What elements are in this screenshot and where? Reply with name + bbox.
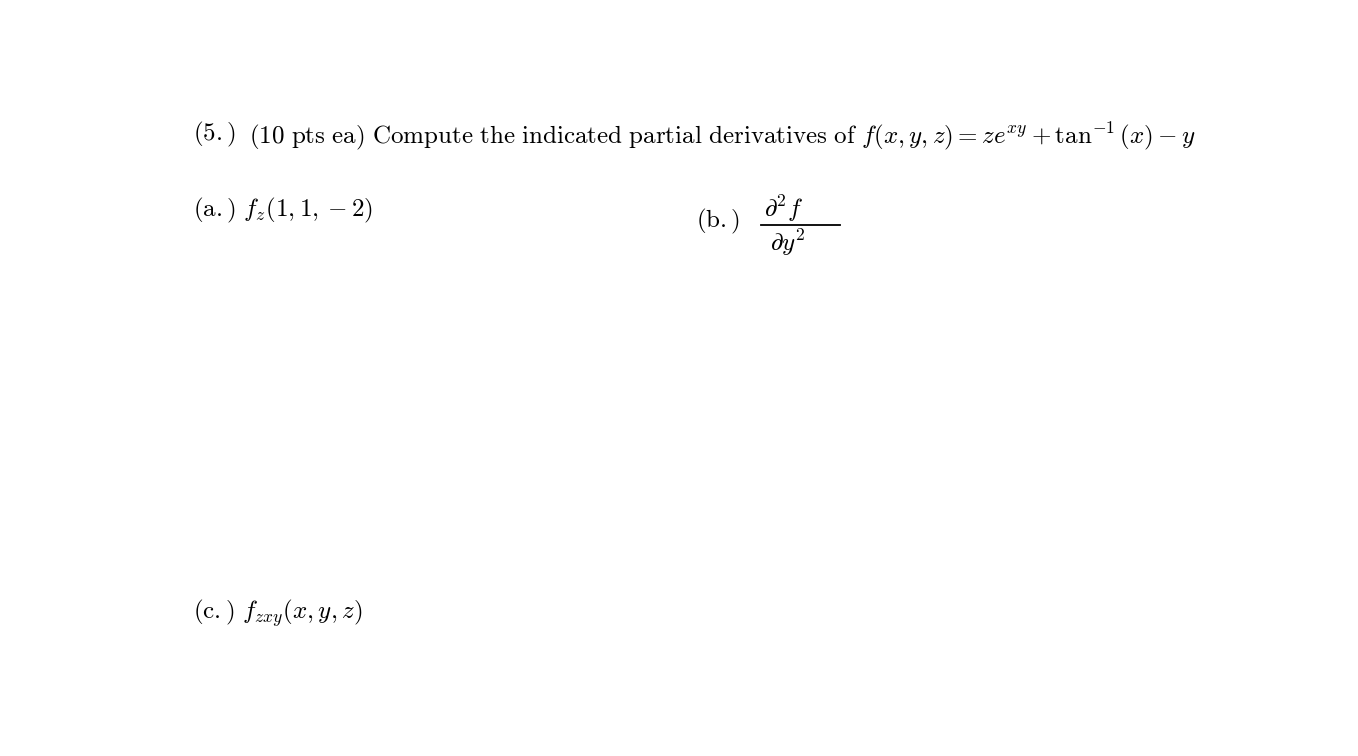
Text: $\mathrm{(b.)}$: $\mathrm{(b.)}$ bbox=[695, 207, 740, 236]
Text: $\mathrm{(c.)}\ f_{zxy}(x,y,z)$: $\mathrm{(c.)}\ f_{zxy}(x,y,z)$ bbox=[193, 597, 363, 629]
Text: $\partial y^2$: $\partial y^2$ bbox=[770, 228, 805, 259]
Text: $\mathbf{(5.)}$: $\mathbf{(5.)}$ bbox=[193, 120, 236, 149]
Text: $(10\ \mathrm{pts\ ea})\ \mathrm{Compute\ the\ indicated\ partial\ derivatives\ : $(10\ \mathrm{pts\ ea})\ \mathrm{Compute… bbox=[249, 120, 1195, 152]
Text: $\mathrm{(a.)}\ f_z(1,1,-2)$: $\mathrm{(a.)}\ f_z(1,1,-2)$ bbox=[193, 196, 372, 225]
Text: $\partial^2 f$: $\partial^2 f$ bbox=[765, 194, 804, 225]
